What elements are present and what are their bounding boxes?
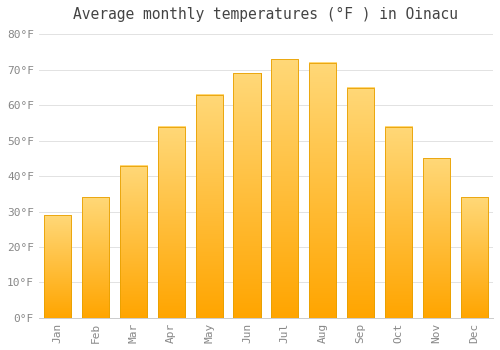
Bar [158, 127, 185, 318]
Bar [309, 63, 336, 318]
Bar [44, 215, 72, 318]
Title: Average monthly temperatures (°F ) in Oinacu: Average monthly temperatures (°F ) in Oi… [74, 7, 458, 22]
Bar [347, 88, 374, 318]
Bar [120, 166, 147, 318]
Bar [271, 59, 298, 318]
Bar [234, 74, 260, 318]
Bar [385, 127, 412, 318]
Bar [422, 159, 450, 318]
Bar [196, 94, 223, 318]
Bar [460, 197, 488, 318]
Bar [82, 197, 109, 318]
